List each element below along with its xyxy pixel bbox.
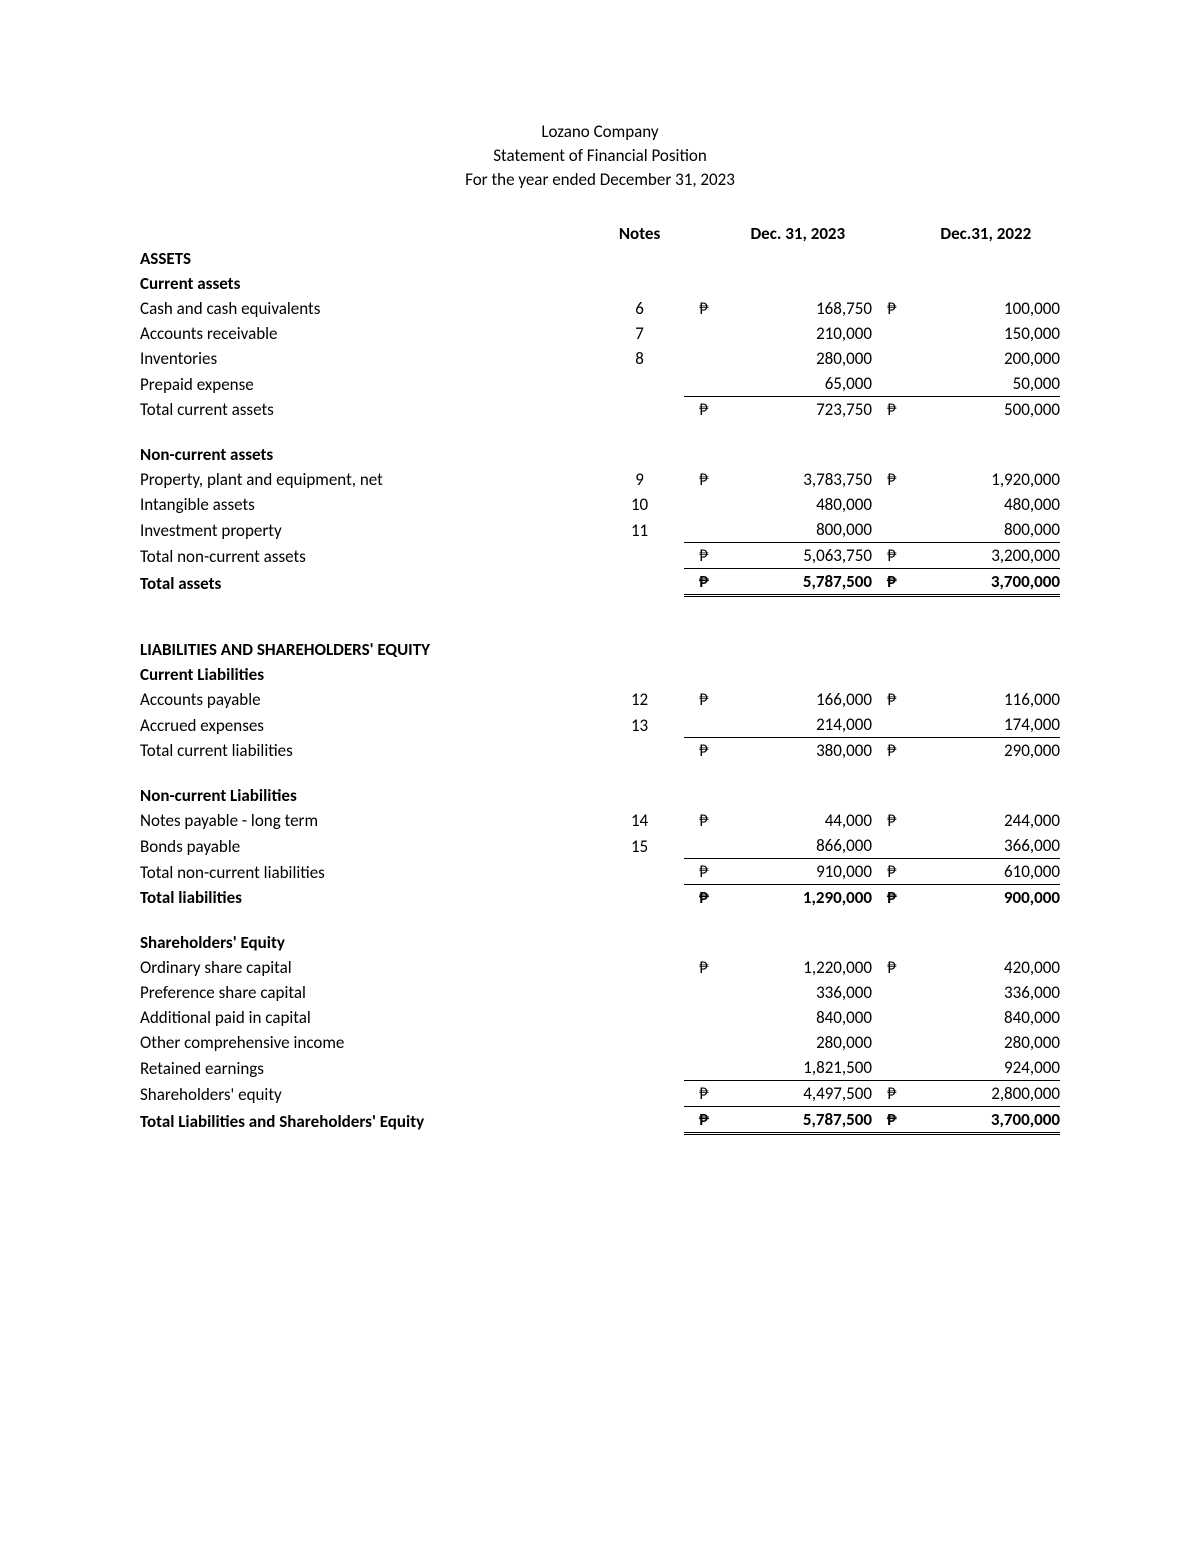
statement-header: Lozano Company Statement of Financial Po… bbox=[140, 120, 1060, 191]
notes-header: Notes bbox=[595, 221, 684, 246]
row-inventories: Inventories8 280,000 200,000 bbox=[140, 346, 1060, 371]
row-total-liab-eq: Total Liabilities and Shareholders' Equi… bbox=[140, 1107, 1060, 1134]
row-total-nca: Total non-current assets ₱5,063,750 ₱3,2… bbox=[140, 543, 1060, 569]
equity-header: Shareholders' Equity bbox=[140, 930, 1060, 955]
row-investment-property: Investment property11 800,000 800,000 bbox=[140, 517, 1060, 543]
row-ap: Accounts payable12 ₱166,000 ₱116,000 bbox=[140, 687, 1060, 712]
current-liab-header: Current Liabilities bbox=[140, 662, 1060, 687]
row-notes-lt: Notes payable - long term14 ₱44,000 ₱244… bbox=[140, 808, 1060, 833]
liab-equity-section-header: LIABILITIES AND SHAREHOLDERS' EQUITY bbox=[140, 637, 1060, 662]
row-total-ca: Total current assets ₱723,750 ₱500,000 bbox=[140, 397, 1060, 423]
company-name: Lozano Company bbox=[140, 120, 1060, 144]
non-current-liab-header: Non-current Liabilities bbox=[140, 783, 1060, 808]
row-addl-paid: Additional paid in capital 840,000 840,0… bbox=[140, 1005, 1060, 1030]
row-accrued: Accrued expenses13 214,000 174,000 bbox=[140, 712, 1060, 738]
row-total-liab: Total liabilities ₱1,290,000 ₱900,000 bbox=[140, 885, 1060, 911]
row-oci: Other comprehensive income 280,000 280,0… bbox=[140, 1030, 1060, 1055]
current-assets-header: Current assets bbox=[140, 271, 1060, 296]
statement-title: Statement of Financial Position bbox=[140, 144, 1060, 168]
row-intangible: Intangible assets10 480,000 480,000 bbox=[140, 492, 1060, 517]
row-prepaid: Prepaid expense 65,000 50,000 bbox=[140, 371, 1060, 397]
financial-position-table: Notes Dec. 31, 2023 Dec.31, 2022 ASSETS … bbox=[140, 221, 1060, 1135]
column-headers-row: Notes Dec. 31, 2023 Dec.31, 2022 bbox=[140, 221, 1060, 246]
row-cash: Cash and cash equivalents 6 ₱ 168,750 ₱ … bbox=[140, 296, 1060, 321]
row-total-cl: Total current liabilities ₱380,000 ₱290,… bbox=[140, 738, 1060, 764]
non-current-assets-header: Non-current assets bbox=[140, 442, 1060, 467]
statement-period: For the year ended December 31, 2023 bbox=[140, 168, 1060, 192]
row-ppe: Property, plant and equipment, net9 ₱3,7… bbox=[140, 467, 1060, 492]
row-total-assets: Total assets ₱5,787,500 ₱3,700,000 bbox=[140, 569, 1060, 596]
row-ordinary-share: Ordinary share capital ₱1,220,000 ₱420,0… bbox=[140, 955, 1060, 980]
date2-header: Dec.31, 2022 bbox=[912, 221, 1060, 246]
row-bonds: Bonds payable15 866,000 366,000 bbox=[140, 833, 1060, 859]
row-ar: Accounts receivable7 210,000 150,000 bbox=[140, 321, 1060, 346]
assets-section-header: ASSETS bbox=[140, 246, 1060, 271]
row-total-ncl: Total non-current liabilities ₱910,000 ₱… bbox=[140, 859, 1060, 885]
date1-header: Dec. 31, 2023 bbox=[724, 221, 872, 246]
row-total-equity: Shareholders' equity ₱4,497,500 ₱2,800,0… bbox=[140, 1081, 1060, 1107]
row-preference-share: Preference share capital 336,000 336,000 bbox=[140, 980, 1060, 1005]
row-retained: Retained earnings 1,821,500 924,000 bbox=[140, 1055, 1060, 1081]
